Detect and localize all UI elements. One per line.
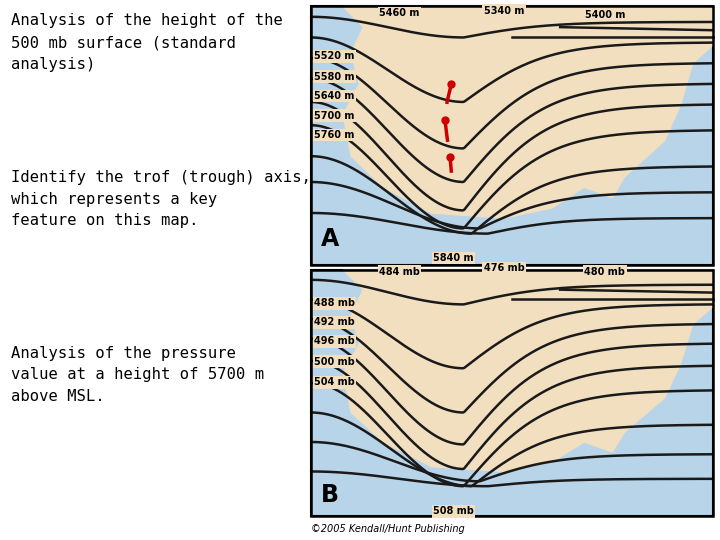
Text: 5400 m: 5400 m (585, 10, 625, 19)
Text: 476 mb: 476 mb (484, 264, 524, 273)
Bar (311, 270, 713, 516)
Text: 484 mb: 484 mb (379, 267, 420, 276)
Text: ©2005 Kendall/Hunt Publishing: ©2005 Kendall/Hunt Publishing (311, 523, 465, 534)
Text: A: A (321, 227, 339, 251)
Text: 5640 m: 5640 m (314, 91, 354, 101)
Text: Analysis of the pressure
value at a height of 5700 m
above MSL.: Analysis of the pressure value at a heig… (11, 346, 264, 404)
Text: 5580 m: 5580 m (314, 72, 354, 82)
Text: 496 mb: 496 mb (314, 336, 355, 346)
Text: 5840 m: 5840 m (433, 253, 474, 263)
Bar (311, 6, 713, 265)
Text: 492 mb: 492 mb (314, 318, 355, 327)
Text: 488 mb: 488 mb (314, 299, 355, 308)
Text: 504 mb: 504 mb (314, 377, 355, 387)
Text: B: B (321, 483, 339, 507)
Polygon shape (343, 6, 713, 218)
Text: 5760 m: 5760 m (314, 130, 354, 140)
Text: Analysis of the height of the
500 mb surface (standard
analysis): Analysis of the height of the 500 mb sur… (11, 14, 283, 72)
Text: 5700 m: 5700 m (314, 111, 354, 120)
Bar (311, 270, 713, 516)
Text: 500 mb: 500 mb (314, 357, 355, 367)
Bar (311, 6, 713, 265)
Text: Identify the trof (trough) axis,
which represents a key
feature on this map.: Identify the trof (trough) axis, which r… (11, 170, 311, 228)
Text: 5340 m: 5340 m (484, 6, 524, 16)
Text: 508 mb: 508 mb (433, 507, 474, 516)
Text: 5520 m: 5520 m (314, 51, 354, 61)
Polygon shape (343, 270, 713, 471)
Text: 480 mb: 480 mb (585, 267, 625, 276)
Text: 5460 m: 5460 m (379, 9, 420, 18)
